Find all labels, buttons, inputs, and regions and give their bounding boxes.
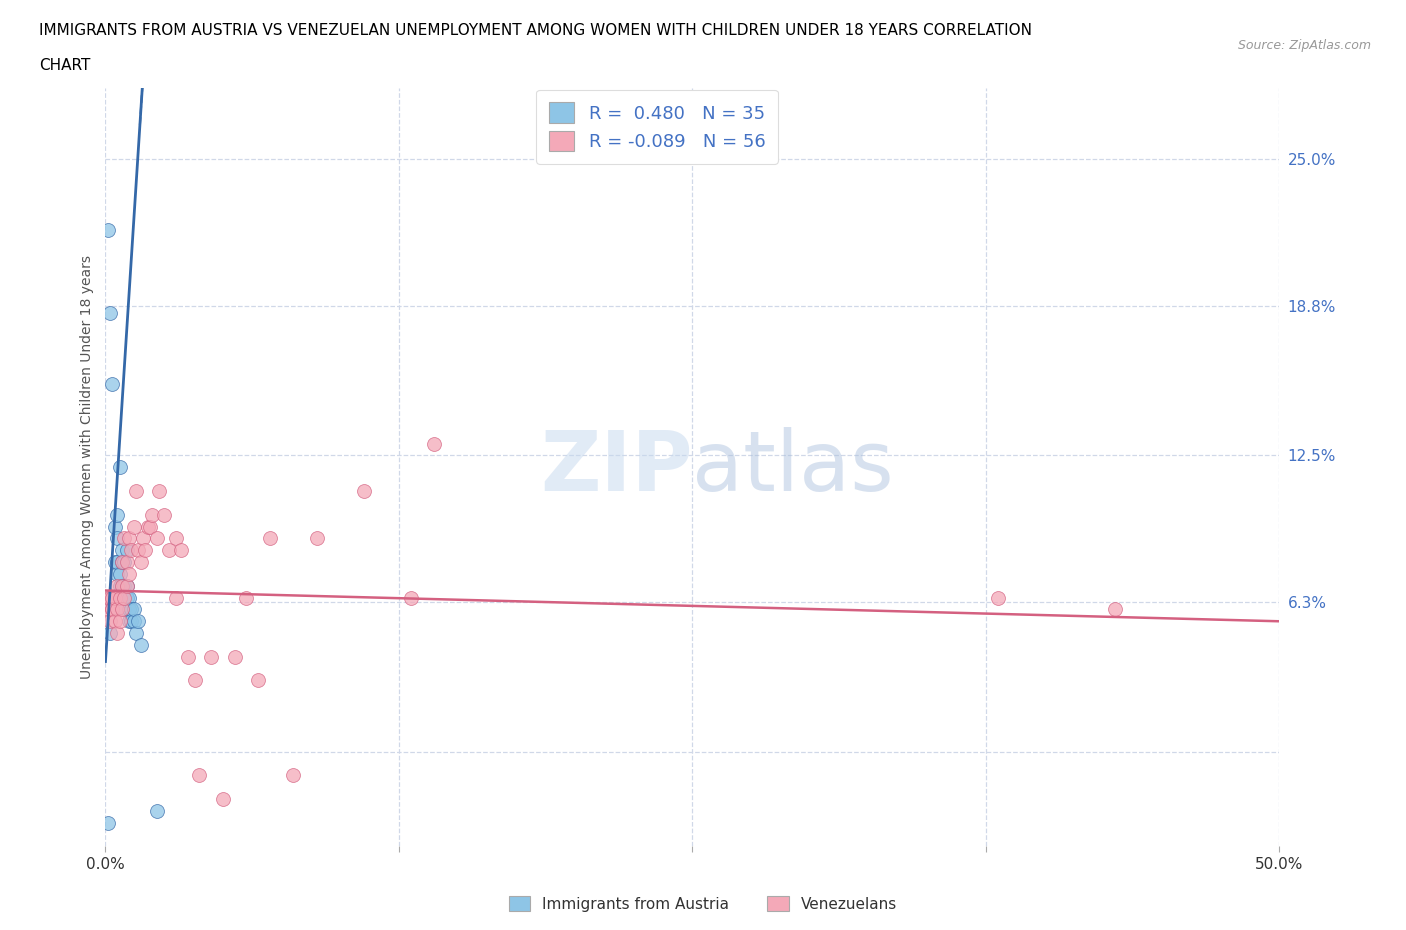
Point (115, 578, 138, 593)
Point (141, 507, 163, 522)
Point (169, 543, 191, 558)
Point (97, 816, 120, 830)
Point (111, 578, 134, 593)
Point (111, 554, 134, 569)
Point (108, 578, 131, 593)
Point (115, 554, 138, 569)
Point (105, 578, 128, 593)
Text: Source: ZipAtlas.com: Source: ZipAtlas.com (1237, 39, 1371, 52)
Point (283, 768, 305, 783)
Point (111, 578, 134, 593)
Point (1104, 602, 1126, 617)
Point (112, 554, 135, 569)
Point (188, 768, 211, 783)
Point (98, 626, 121, 641)
Point (105, 566, 128, 581)
Point (118, 566, 141, 581)
Point (176, 649, 198, 664)
Point (134, 543, 156, 558)
Point (120, 543, 142, 558)
Point (165, 531, 187, 546)
Point (98, 614, 121, 629)
Point (423, 436, 446, 451)
Point (105, 531, 128, 546)
Point (108, 460, 131, 475)
Point (101, 591, 124, 605)
Point (120, 602, 142, 617)
Point (122, 614, 145, 629)
Point (153, 507, 176, 522)
Point (101, 377, 124, 392)
Point (104, 554, 127, 569)
Point (104, 519, 127, 534)
Legend: Immigrants from Austria, Venezuelans: Immigrants from Austria, Venezuelans (502, 889, 904, 918)
Point (305, 531, 328, 546)
Point (104, 614, 127, 629)
Point (97, 602, 120, 617)
Text: CHART: CHART (39, 58, 91, 73)
Point (122, 519, 145, 534)
Point (118, 591, 141, 605)
Point (146, 531, 169, 546)
Point (165, 591, 187, 605)
Point (987, 591, 1010, 605)
Legend: R =  0.480   N = 35, R = -0.089   N = 56: R = 0.480 N = 35, R = -0.089 N = 56 (536, 90, 778, 164)
Point (98, 591, 121, 605)
Point (115, 591, 138, 605)
Point (224, 649, 246, 664)
Point (132, 531, 155, 546)
Point (115, 578, 138, 593)
Point (125, 484, 148, 498)
Point (112, 531, 135, 546)
Point (157, 543, 180, 558)
Point (97, 223, 120, 238)
Point (125, 626, 148, 641)
Point (118, 602, 141, 617)
Point (112, 578, 135, 593)
Point (101, 591, 124, 605)
Point (247, 673, 270, 688)
Point (118, 531, 141, 546)
Point (105, 626, 128, 641)
Point (183, 673, 205, 688)
Point (139, 519, 162, 534)
Point (127, 543, 149, 558)
Text: IMMIGRANTS FROM AUSTRIA VS VENEZUELAN UNEMPLOYMENT AMONG WOMEN WITH CHILDREN UND: IMMIGRANTS FROM AUSTRIA VS VENEZUELAN UN… (39, 23, 1032, 38)
Point (111, 554, 134, 569)
Text: atlas: atlas (692, 427, 894, 508)
Point (122, 602, 145, 617)
Point (399, 591, 422, 605)
Point (101, 602, 124, 617)
Point (98, 306, 121, 321)
Point (235, 591, 257, 605)
Point (211, 791, 233, 806)
Point (136, 519, 159, 534)
Point (129, 638, 152, 653)
Point (108, 614, 131, 629)
Point (129, 554, 152, 569)
Point (105, 602, 128, 617)
Point (120, 614, 142, 629)
Y-axis label: Unemployment Among Women with Children Under 18 years: Unemployment Among Women with Children U… (80, 256, 94, 679)
Point (104, 591, 127, 605)
Point (101, 602, 124, 617)
Text: ZIP: ZIP (540, 427, 692, 508)
Point (127, 614, 149, 629)
Point (148, 484, 170, 498)
Point (111, 602, 134, 617)
Point (108, 566, 131, 581)
Point (146, 804, 169, 818)
Point (115, 543, 138, 558)
Point (259, 531, 281, 546)
Point (97, 591, 120, 605)
Point (118, 614, 141, 629)
Point (111, 543, 134, 558)
Point (353, 484, 375, 498)
Point (200, 649, 222, 664)
Point (108, 591, 131, 605)
Point (105, 507, 128, 522)
Point (105, 554, 128, 569)
Point (112, 591, 135, 605)
Point (112, 602, 135, 617)
